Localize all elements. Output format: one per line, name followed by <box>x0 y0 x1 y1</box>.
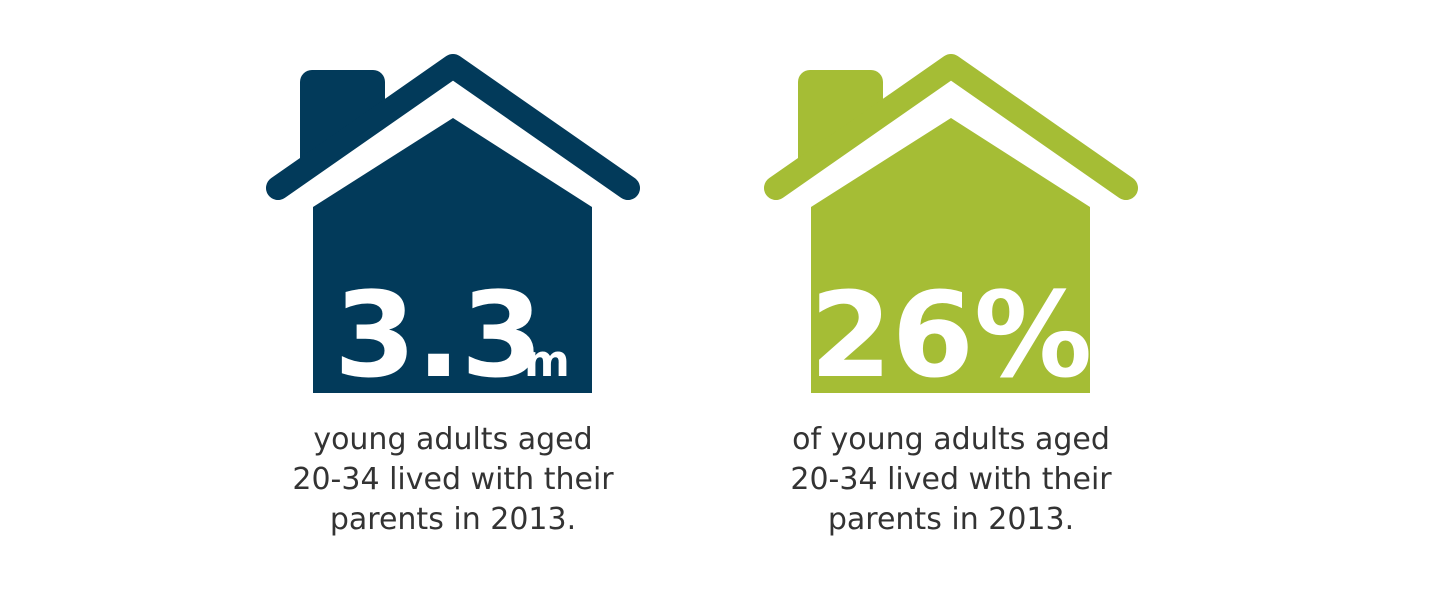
caption-line: 20-34 lived with their <box>790 462 1112 497</box>
house-body <box>313 118 592 393</box>
roof-gap <box>276 72 630 240</box>
stat: 3.3 <box>334 266 543 404</box>
caption-line: young adults aged <box>313 422 592 457</box>
house-right: 26% of young adults aged 20-34 lived wit… <box>764 54 1138 537</box>
roof <box>266 54 640 200</box>
roof <box>764 54 1138 200</box>
house-left: 3.3 m young adults aged 20-34 lived with… <box>266 54 640 537</box>
house-body <box>811 118 1090 393</box>
caption-line: 20-34 lived with their <box>292 462 614 497</box>
stat: 26% <box>810 266 1092 404</box>
caption-line: parents in 2013. <box>828 502 1074 537</box>
caption-line: parents in 2013. <box>330 502 576 537</box>
stat-unit: m <box>524 336 570 387</box>
caption-line: of young adults aged <box>792 422 1110 457</box>
roof-gap <box>774 72 1128 240</box>
